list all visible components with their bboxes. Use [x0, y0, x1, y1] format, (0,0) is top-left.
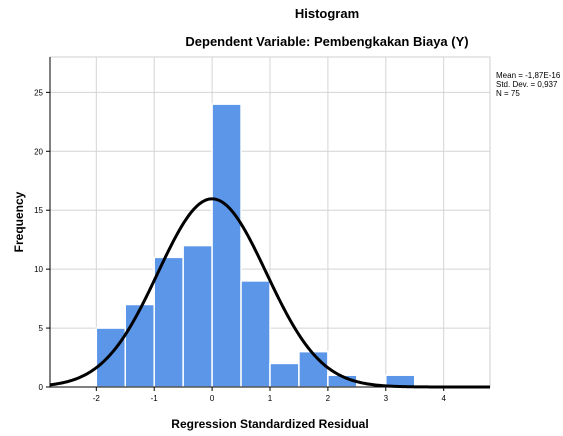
- histogram-bar: [298, 350, 329, 388]
- y-tick-label: 25: [34, 88, 43, 97]
- x-axis-label: Regression Standardized Residual: [171, 417, 368, 431]
- y-tick-label: 20: [34, 147, 43, 156]
- x-tick-label: 3: [384, 394, 389, 403]
- y-tick-label: 10: [34, 265, 43, 274]
- histogram-bar: [95, 327, 127, 388]
- x-tick-label: 2: [326, 394, 331, 403]
- histogram-bar: [153, 256, 184, 388]
- histogram-bar: [211, 103, 242, 388]
- y-tick-label: 5: [39, 324, 44, 333]
- y-axis-label: Frequency: [12, 191, 26, 252]
- histogram-bar: [124, 303, 155, 388]
- histogram-bar: [182, 244, 213, 388]
- stats-std-dev: Std. Dev. = 0,937: [496, 80, 558, 89]
- x-tick-label: 0: [210, 394, 215, 403]
- y-tick-label: 15: [34, 206, 43, 215]
- histogram-bars: [95, 103, 416, 388]
- histogram-bar: [269, 362, 300, 388]
- x-tick-label: 4: [441, 394, 446, 403]
- x-axis-ticks: -2 -1 0 1 2 3 4: [93, 387, 446, 403]
- x-tick-label: -2: [93, 394, 101, 403]
- y-axis-ticks: 0 5 10 15 20 25: [34, 88, 50, 392]
- chart-title: Histogram: [295, 6, 359, 21]
- y-tick-label: 0: [39, 383, 44, 392]
- stats-mean: Mean = -1,87E-16: [496, 71, 561, 80]
- chart-subtitle: Dependent Variable: Pembengkakan Biaya (…: [185, 34, 468, 49]
- x-tick-label: -1: [151, 394, 159, 403]
- stats-n: N = 75: [496, 89, 520, 98]
- x-tick-label: 1: [268, 394, 273, 403]
- histogram-bar: [240, 280, 271, 388]
